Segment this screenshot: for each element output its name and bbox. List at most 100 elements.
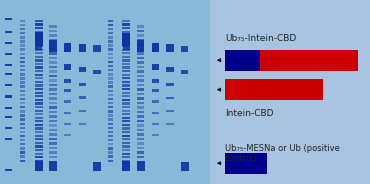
Bar xyxy=(0,0,210,184)
Bar xyxy=(49,52,57,55)
Bar xyxy=(108,81,113,84)
Bar xyxy=(108,65,113,67)
Bar xyxy=(35,138,43,140)
Bar xyxy=(35,34,43,36)
Bar xyxy=(122,120,131,123)
Bar xyxy=(20,40,25,43)
Bar xyxy=(35,161,43,171)
Bar xyxy=(137,34,144,37)
Bar xyxy=(20,36,25,38)
Bar xyxy=(78,96,86,99)
Bar xyxy=(49,57,57,59)
Bar xyxy=(137,138,144,140)
Bar xyxy=(137,40,144,52)
Text: Ub₇₅-Intein-CBD: Ub₇₅-Intein-CBD xyxy=(225,34,296,43)
Bar xyxy=(108,48,113,51)
Bar xyxy=(152,112,159,114)
Bar xyxy=(6,42,12,44)
Bar xyxy=(20,81,25,84)
Bar xyxy=(35,153,43,155)
Bar xyxy=(108,77,113,80)
Bar xyxy=(35,128,43,130)
Bar xyxy=(122,102,131,105)
Bar xyxy=(108,69,113,71)
Bar xyxy=(35,41,43,44)
Bar xyxy=(108,143,113,146)
Bar xyxy=(35,59,43,61)
Bar xyxy=(137,142,144,145)
Bar xyxy=(20,86,25,88)
Bar xyxy=(49,142,57,145)
Bar xyxy=(35,84,43,87)
Bar xyxy=(20,69,25,71)
Bar xyxy=(152,134,159,136)
Bar xyxy=(6,138,12,140)
Bar xyxy=(20,77,25,80)
Bar xyxy=(20,24,25,26)
Bar xyxy=(20,90,25,92)
Bar xyxy=(20,53,25,55)
Bar xyxy=(49,93,57,95)
Bar xyxy=(137,52,144,55)
Bar xyxy=(49,106,57,109)
Bar xyxy=(122,56,131,58)
Bar xyxy=(137,115,144,118)
Bar xyxy=(20,143,25,146)
Bar xyxy=(20,110,25,113)
Bar xyxy=(35,20,43,22)
Bar xyxy=(122,23,131,26)
Bar xyxy=(93,162,101,171)
Bar xyxy=(35,113,43,115)
Bar xyxy=(108,44,113,47)
Bar xyxy=(122,117,131,119)
Bar xyxy=(20,123,25,125)
Bar xyxy=(108,28,113,30)
Bar xyxy=(20,61,25,63)
Bar xyxy=(152,89,159,92)
Bar xyxy=(35,45,43,47)
Bar xyxy=(35,156,43,158)
Bar xyxy=(20,102,25,104)
Bar xyxy=(64,123,71,125)
Bar xyxy=(49,79,57,82)
Bar xyxy=(35,99,43,101)
Bar xyxy=(49,66,57,68)
Bar xyxy=(6,116,12,118)
Bar xyxy=(35,32,43,46)
Bar xyxy=(49,75,57,77)
Bar xyxy=(181,46,188,52)
Bar xyxy=(122,38,131,40)
Bar xyxy=(35,131,43,133)
Bar xyxy=(122,59,131,61)
Bar xyxy=(35,145,43,148)
Bar xyxy=(166,44,174,52)
Bar xyxy=(35,27,43,29)
Bar xyxy=(137,84,144,86)
Bar xyxy=(137,39,144,41)
Bar xyxy=(122,45,131,47)
Bar xyxy=(137,156,144,158)
Bar xyxy=(137,147,144,149)
Bar xyxy=(49,133,57,136)
Bar xyxy=(35,31,43,33)
Bar xyxy=(20,20,25,22)
Bar xyxy=(122,142,131,144)
Bar xyxy=(166,123,174,125)
Bar xyxy=(166,83,174,86)
Bar xyxy=(137,151,144,154)
Bar xyxy=(122,81,131,83)
Bar xyxy=(20,147,25,150)
Bar xyxy=(49,138,57,140)
Bar xyxy=(137,161,145,171)
Bar xyxy=(78,44,86,52)
Bar xyxy=(49,48,57,50)
Bar xyxy=(78,67,86,72)
Bar xyxy=(20,65,25,67)
Bar xyxy=(137,30,144,32)
Bar xyxy=(108,53,113,55)
Bar xyxy=(64,112,71,114)
Bar xyxy=(20,151,25,154)
Bar xyxy=(137,70,144,73)
Bar xyxy=(20,160,25,162)
Bar xyxy=(137,79,144,82)
